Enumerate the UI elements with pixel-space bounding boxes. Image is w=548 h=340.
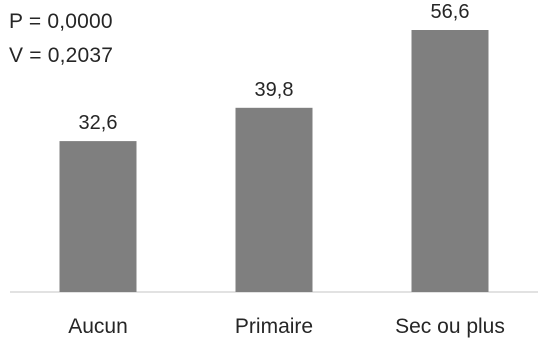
data-label-sec-ou-plus: 56,6 — [431, 1, 470, 23]
p-value-annotation: P = 0,0000 — [9, 10, 113, 33]
data-label-aucun: 32,6 — [79, 112, 118, 134]
bar-aucun — [59, 141, 137, 292]
category-labels-group: Aucun Primaire Sec ou plus — [68, 315, 505, 338]
bar-primaire — [235, 107, 313, 292]
bars-group — [59, 30, 489, 292]
v-value-annotation: V = 0,2037 — [9, 44, 114, 67]
category-label-sec-ou-plus: Sec ou plus — [395, 315, 505, 338]
category-label-aucun: Aucun — [68, 315, 128, 338]
data-labels-group: 32,6 39,8 56,6 — [79, 1, 470, 134]
data-label-primaire: 39,8 — [255, 79, 294, 101]
category-label-primaire: Primaire — [235, 315, 313, 338]
bar-sec-ou-plus — [411, 30, 489, 292]
